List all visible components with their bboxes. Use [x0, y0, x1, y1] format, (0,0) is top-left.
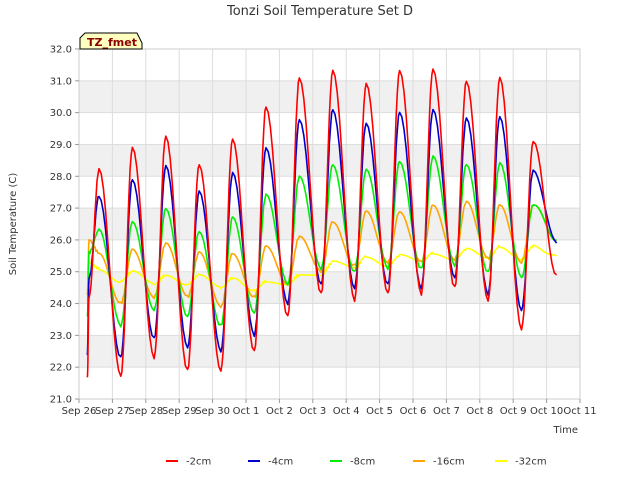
x-tick-label: Oct 10: [530, 406, 563, 417]
y-tick-label: 23.0: [50, 331, 72, 342]
x-tick-label: Oct 11: [563, 406, 596, 417]
x-tick-label: Oct 1: [233, 406, 260, 417]
plot-frame: [78, 48, 581, 400]
legend-label: -32cm: [515, 457, 547, 468]
y-tick-label: 24.0: [50, 299, 72, 310]
x-tick-label: Sep 30: [195, 406, 230, 417]
series-line-8cmcm: [86, 155, 557, 328]
y-tick-label: 21.0: [50, 395, 72, 406]
y-tick-label: 32.0: [50, 45, 72, 56]
series-line-2cmcm: [86, 68, 558, 378]
y-tick-label: 27.0: [50, 204, 72, 215]
series-line-32cmcm: [86, 244, 557, 293]
plot-band: [79, 335, 580, 368]
x-tick-label: Oct 5: [366, 406, 393, 417]
tz-badge: TZ_fmet: [79, 32, 143, 50]
y-axis-ticks: 21.0 22.0 23.0 24.0 25.0 26.0 27.0 28.0 29.0 30.0…: [50, 45, 79, 406]
x-tick-label: Sep 28: [128, 406, 163, 417]
x-tick-label: Oct 3: [299, 406, 326, 417]
series-lines: [86, 68, 558, 378]
y-axis-title: Soil Temperature (C): [8, 173, 19, 276]
legend-label: -8cm: [350, 457, 375, 468]
x-tick-label: Oct 2: [266, 406, 293, 417]
x-tick-label: Oct 4: [333, 406, 360, 417]
x-axis-title: Time: [553, 425, 578, 436]
y-tick-label: 31.0: [50, 76, 72, 87]
chart-title: Tonzi Soil Temperature Set D: [226, 4, 413, 19]
x-tick-label: Oct 8: [466, 406, 493, 417]
tz-badge-label: TZ_fmet: [87, 36, 137, 49]
y-tick-label: 28.0: [50, 172, 72, 183]
x-tick-label: Oct 6: [400, 406, 427, 417]
legend-label: -16cm: [433, 457, 465, 468]
legend-label: -4cm: [268, 457, 293, 468]
x-tick-label: Sep 29: [162, 406, 197, 417]
x-tick-label: Sep 27: [95, 406, 130, 417]
x-tick-label: Oct 7: [433, 406, 460, 417]
series-line-16cmcm: [86, 200, 557, 309]
x-tick-label: Sep 26: [62, 406, 97, 417]
x-tick-label: Oct 9: [500, 406, 527, 417]
legend: -2cm -4cm -8cm -16cm -32cm: [166, 457, 547, 468]
y-tick-label: 30.0: [50, 108, 72, 119]
tz-badge-box: [79, 32, 143, 50]
y-tick-label: 26.0: [50, 235, 72, 246]
series-line-4cmcm: [86, 108, 558, 358]
legend-label: -2cm: [186, 457, 211, 468]
y-tick-label: 25.0: [50, 267, 72, 278]
y-tick-label: 29.0: [50, 140, 72, 151]
y-tick-label: 22.0: [50, 363, 72, 374]
